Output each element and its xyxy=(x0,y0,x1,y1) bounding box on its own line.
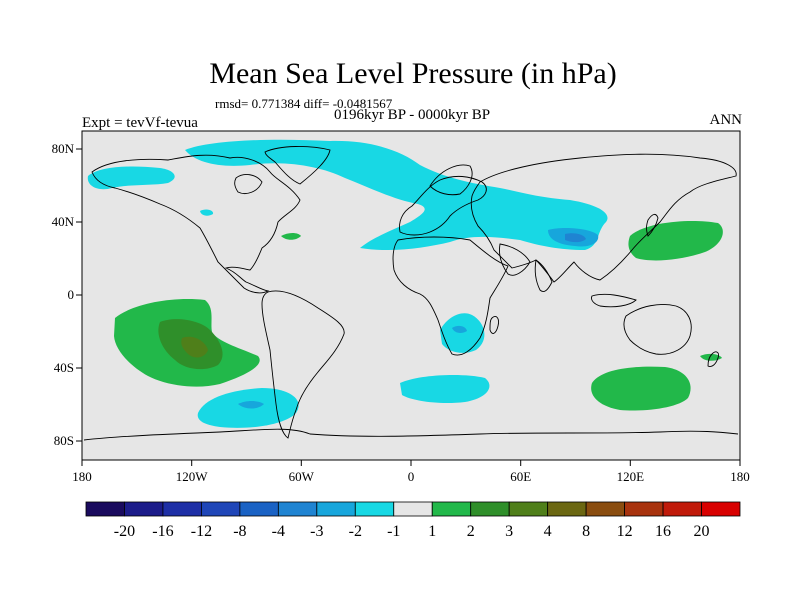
colorbar-label: -2 xyxy=(349,523,362,540)
colorbar-label: 12 xyxy=(617,523,633,540)
colorbar-swatch xyxy=(701,501,741,517)
coast-australia xyxy=(623,304,692,355)
x-tick-label: 120E xyxy=(617,469,645,484)
colorbar-label: -4 xyxy=(272,523,285,540)
y-tick-label: 0 xyxy=(68,287,75,302)
anomaly-south-atlantic xyxy=(400,375,490,404)
colorbar-swatch xyxy=(547,501,587,517)
x-tick-label: 120W xyxy=(176,469,209,484)
coast-greenland xyxy=(264,146,331,185)
colorbar-swatch xyxy=(508,501,549,517)
anomaly-southern-africa xyxy=(440,313,485,353)
coast-antarctica xyxy=(83,428,739,441)
colorbar-label: -1 xyxy=(387,523,400,540)
colorbar-label: -12 xyxy=(191,523,212,540)
colorbar-swatch xyxy=(470,501,510,517)
y-tick-label: 80N xyxy=(52,141,75,156)
coast-arabia xyxy=(499,243,531,276)
colorbar-label: 20 xyxy=(694,523,710,540)
x-axis xyxy=(81,460,741,466)
x-tick-label: 60E xyxy=(510,469,531,484)
colorbar-swatch xyxy=(431,501,472,517)
anomaly-southeast-pacific-deep xyxy=(238,401,264,409)
coast-southeast-asia-islands xyxy=(591,293,637,308)
coast-scandinavia xyxy=(429,164,473,196)
anomaly-northwest-canada xyxy=(87,166,175,190)
coast-africa xyxy=(392,236,509,356)
anomaly-atlantic-small xyxy=(281,233,301,240)
anomaly-southern-indian-ocean xyxy=(591,366,691,411)
anomaly-southern-africa-deep xyxy=(452,325,467,333)
colorbar-swatch xyxy=(85,501,125,517)
colorbar-label: -20 xyxy=(114,523,135,540)
colorbar-label: 2 xyxy=(467,523,475,540)
coastlines xyxy=(83,146,739,441)
y-tick-label: 80S xyxy=(54,433,74,448)
experiment-label: Expt = tevVf-tevua xyxy=(82,115,198,131)
colorbar-labels: -20 -16 -12 -8 -4 -3 -2 -1 1 2 3 4 8 12 16 20 xyxy=(114,523,710,540)
figure-title: Mean Sea Level Pressure (in hPa) xyxy=(209,57,616,90)
colorbar-swatch xyxy=(585,501,625,517)
x-tick-label: 60W xyxy=(289,469,315,484)
coast-north-america xyxy=(91,154,301,294)
coast-south-america xyxy=(261,290,345,439)
colorbar-label: -16 xyxy=(152,523,173,540)
stats-text: rmsd= 0.771384 diff= -0.0481567 xyxy=(215,96,393,111)
colorbar-label: -8 xyxy=(233,523,246,540)
x-tick-label: 0 xyxy=(408,469,415,484)
colorbar-swatch xyxy=(201,501,241,517)
colorbar-swatch xyxy=(124,501,164,517)
colorbar-label: 4 xyxy=(544,523,552,540)
season-label: ANN xyxy=(710,112,743,128)
colorbar-swatch xyxy=(277,501,318,517)
colorbar-swatch xyxy=(393,501,433,517)
x-tick-label: 180 xyxy=(72,469,92,484)
coast-asia xyxy=(470,153,737,283)
period-text: 0196kyr BP - 0000kyr BP xyxy=(334,107,490,123)
colorbar-swatch xyxy=(239,501,279,517)
colorbar-swatch xyxy=(316,501,356,517)
anomaly-north-atlantic-europe xyxy=(185,139,608,251)
anomaly-south-pacific-peak xyxy=(181,336,208,358)
colorbar-label: 16 xyxy=(655,523,671,540)
x-tick-label: 180 xyxy=(730,469,750,484)
colorbar-swatch xyxy=(662,501,702,517)
y-tick-label: 40S xyxy=(54,360,74,375)
colorbar-label: 8 xyxy=(582,523,590,540)
anomaly-east-siberia xyxy=(588,207,603,217)
coast-europe xyxy=(399,175,487,236)
y-axis xyxy=(76,148,82,442)
coast-japan xyxy=(646,213,659,237)
colorbar-swatch xyxy=(354,501,395,517)
y-tick-label: 40N xyxy=(52,214,75,229)
coast-new-zealand xyxy=(707,351,719,367)
coast-india xyxy=(534,259,553,293)
colorbar-label: 1 xyxy=(428,523,436,540)
coast-hudson-bay xyxy=(234,174,263,194)
anomaly-tasman xyxy=(700,353,722,361)
map-plot-area xyxy=(83,139,739,441)
colorbar-swatch xyxy=(624,501,664,517)
anomaly-asia-core xyxy=(565,233,586,243)
coast-madagascar xyxy=(489,315,499,334)
anomaly-small-pacific xyxy=(200,209,214,216)
colorbar-swatch xyxy=(162,501,202,517)
colorbar-label: -3 xyxy=(310,523,323,540)
colorbar xyxy=(85,501,741,517)
colorbar-label: 3 xyxy=(505,523,513,540)
